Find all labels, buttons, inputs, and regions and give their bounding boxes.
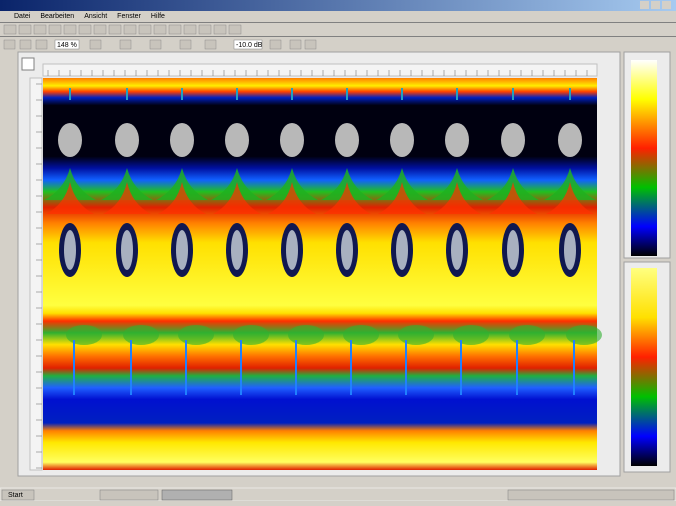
green-patch (453, 325, 489, 345)
oval-core (286, 230, 298, 270)
peak (546, 182, 594, 214)
toolbar-button[interactable] (93, 24, 107, 35)
toolbar-button[interactable] (123, 24, 137, 35)
green-patch (123, 325, 159, 345)
toolbar-button[interactable] (35, 39, 48, 50)
toolbar-button[interactable] (18, 24, 32, 35)
oval-core (507, 230, 519, 270)
zoom-field[interactable] (54, 39, 80, 50)
green-patch (233, 325, 269, 345)
peak (213, 182, 261, 214)
toolbar-button[interactable] (108, 24, 122, 35)
toolbar-button[interactable] (228, 24, 242, 35)
blob (170, 123, 194, 157)
peak (158, 182, 206, 214)
oval-core (231, 230, 243, 270)
toolbar-button[interactable] (138, 24, 152, 35)
oval-core (64, 230, 76, 270)
corner-icon[interactable] (21, 57, 35, 71)
blob (335, 123, 359, 157)
toolbar-button[interactable] (119, 39, 132, 50)
toolbar-button[interactable] (33, 24, 47, 35)
minimize-button[interactable] (640, 1, 649, 9)
toolbar-button[interactable] (289, 39, 302, 50)
toolbar-button[interactable] (3, 39, 16, 50)
menu-item[interactable]: Hilfe (151, 13, 165, 20)
green-patch (566, 325, 602, 345)
peak (489, 182, 537, 214)
top-ruler (42, 63, 598, 77)
maximize-button[interactable] (651, 1, 660, 9)
toolbar-button[interactable] (78, 24, 92, 35)
toolbar-button[interactable] (149, 39, 162, 50)
blob (280, 123, 304, 157)
oval-core (451, 230, 463, 270)
oval-core (341, 230, 353, 270)
toolbar-button[interactable] (3, 24, 17, 35)
green-patch (509, 325, 545, 345)
colorbar (631, 60, 657, 256)
green-patch (288, 325, 324, 345)
separator (0, 36, 676, 37)
start-label: Start (8, 492, 23, 499)
blob (390, 123, 414, 157)
menu-item[interactable]: Fenster (117, 13, 141, 20)
toolbar-button[interactable] (269, 39, 282, 50)
toolbar-button[interactable] (153, 24, 167, 35)
blob (558, 123, 582, 157)
toolbar-button[interactable] (204, 39, 217, 50)
title-bar (0, 0, 676, 11)
menu-item[interactable]: Ansicht (84, 13, 107, 20)
peak (433, 182, 481, 214)
oval-core (564, 230, 576, 270)
colorbar (631, 268, 657, 466)
green-patch (398, 325, 434, 345)
peak (323, 182, 371, 214)
separator (0, 22, 676, 23)
toolbar (3, 24, 317, 50)
peak (46, 182, 94, 214)
blob (58, 123, 82, 157)
blob (501, 123, 525, 157)
toolbar-button[interactable] (89, 39, 102, 50)
gain-field[interactable] (233, 39, 263, 50)
system-tray (507, 489, 675, 501)
oval-core (121, 230, 133, 270)
peak (103, 182, 151, 214)
green-patch (343, 325, 379, 345)
toolbar-button[interactable] (168, 24, 182, 35)
oval-core (396, 230, 408, 270)
task-button[interactable] (161, 489, 233, 501)
left-ruler (29, 77, 43, 471)
close-button[interactable] (662, 1, 671, 9)
toolbar-button[interactable] (48, 24, 62, 35)
peak (378, 182, 426, 214)
toolbar-button[interactable] (19, 39, 32, 50)
green-patch (178, 325, 214, 345)
menu-item[interactable]: Datei (14, 13, 31, 20)
toolbar-button[interactable] (213, 24, 227, 35)
toolbar-button[interactable] (183, 24, 197, 35)
blob (225, 123, 249, 157)
toolbar-button[interactable] (198, 24, 212, 35)
blob (115, 123, 139, 157)
menu-bar: Datei Bearbeiten Ansicht Fenster Hilfe (14, 13, 165, 20)
gain-value: -10.0 dB (236, 42, 263, 49)
peak (268, 182, 316, 214)
oval-core (176, 230, 188, 270)
menu-item[interactable]: Bearbeiten (40, 13, 74, 20)
toolbar-button[interactable] (304, 39, 317, 50)
zoom-value: 148 % (57, 42, 77, 49)
spectrogram-features (44, 88, 602, 395)
start-button[interactable] (1, 489, 35, 501)
task-button[interactable] (99, 489, 159, 501)
blob (445, 123, 469, 157)
toolbar-button[interactable] (179, 39, 192, 50)
green-patch (66, 325, 102, 345)
toolbar-button[interactable] (63, 24, 77, 35)
